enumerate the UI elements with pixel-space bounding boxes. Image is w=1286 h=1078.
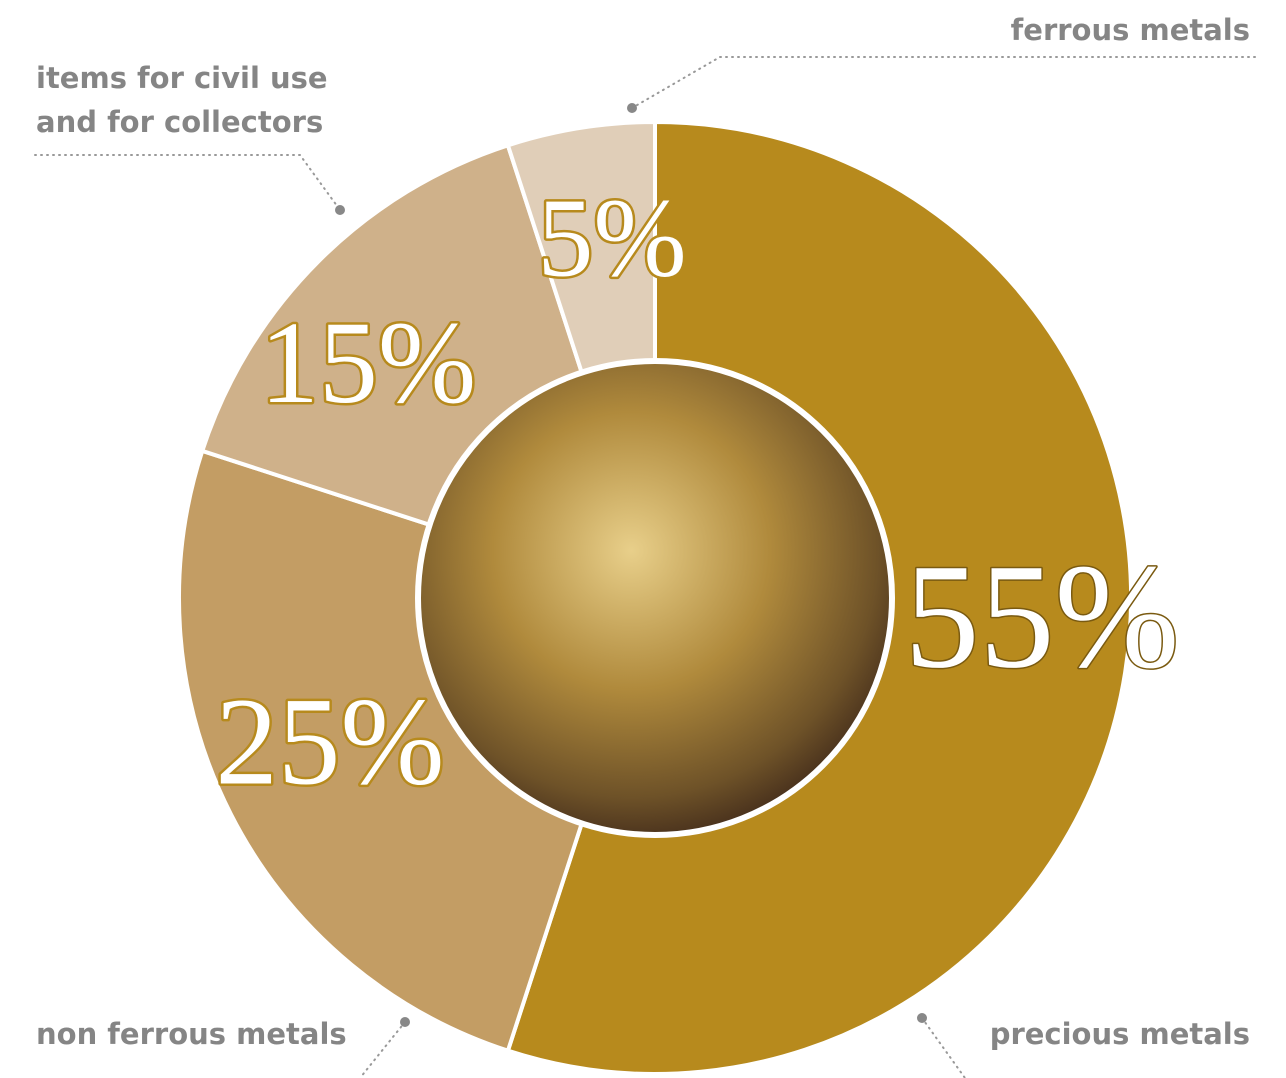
category-label: items for civil use and for collectors <box>36 61 328 139</box>
category-label: ferrous metals <box>1010 13 1250 47</box>
category-label: non ferrous metals <box>36 1017 347 1051</box>
leader-dot <box>335 205 345 215</box>
center-photo <box>415 358 895 838</box>
category-label: precious metals <box>989 1017 1250 1051</box>
value-label: 55% <box>905 533 1180 699</box>
value-label: 5% <box>537 177 686 301</box>
leader-dot <box>627 103 637 113</box>
value-label: 25% <box>215 674 444 812</box>
leader-line <box>631 56 1256 109</box>
leader-line <box>34 154 341 211</box>
leader-dot <box>400 1017 410 1027</box>
leader-dot <box>917 1013 927 1023</box>
leader-line <box>359 1021 406 1078</box>
value-label: 15% <box>260 297 476 428</box>
leader-line <box>921 1017 966 1078</box>
